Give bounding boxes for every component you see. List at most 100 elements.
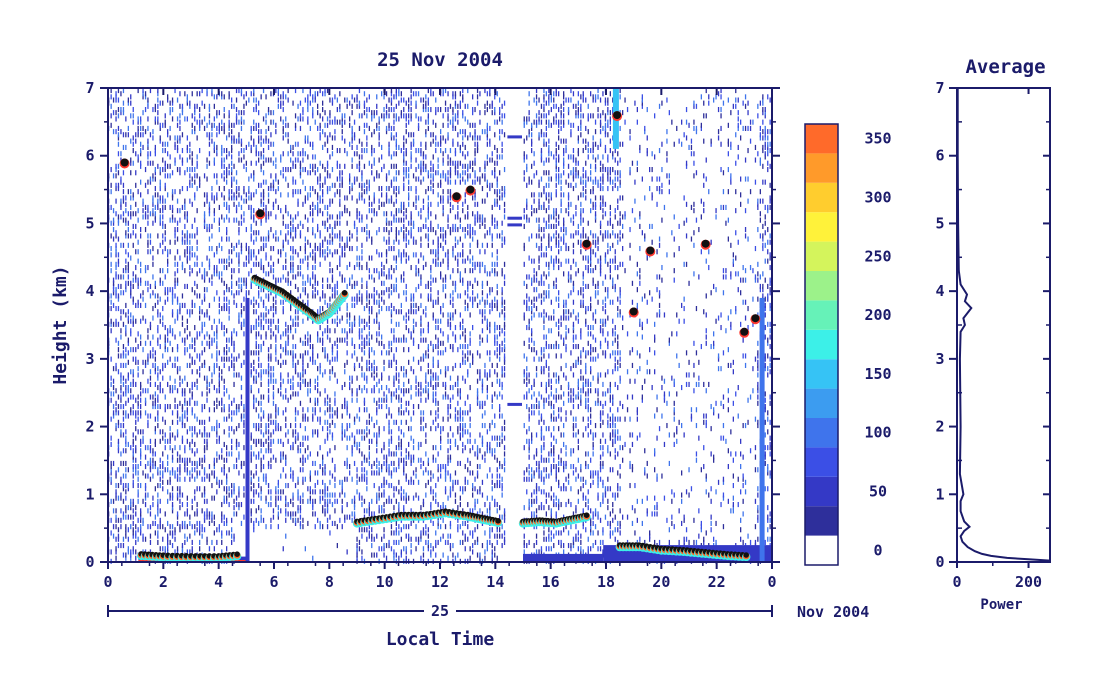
noise-cell xyxy=(258,122,260,128)
noise-cell xyxy=(361,299,363,305)
noise-cell xyxy=(262,265,265,271)
noise-cell xyxy=(366,113,368,119)
noise-cell xyxy=(253,119,255,125)
noise-cell xyxy=(186,438,188,444)
noise-cell xyxy=(378,378,380,384)
noise-cell xyxy=(162,167,164,173)
noise-cell xyxy=(125,473,127,479)
noise-cell xyxy=(189,457,191,463)
noise-cell xyxy=(240,309,243,315)
noise-cell xyxy=(371,470,373,476)
noise-cell xyxy=(255,144,257,150)
noise-cell xyxy=(324,410,326,416)
noise-cell xyxy=(120,214,122,220)
noise-cell xyxy=(282,125,284,131)
noise-cell xyxy=(265,476,267,482)
noise-cell xyxy=(194,290,196,296)
noise-cell xyxy=(216,476,218,482)
noise-cell xyxy=(368,429,370,435)
noise-cell xyxy=(245,100,247,106)
noise-cell xyxy=(267,230,270,236)
noise-cell xyxy=(376,103,378,109)
noise-cell xyxy=(336,309,338,315)
noise-cell xyxy=(194,381,196,387)
noise-cell xyxy=(351,103,353,109)
noise-cell xyxy=(122,381,125,387)
noise-cell xyxy=(216,331,218,337)
noise-cell xyxy=(152,400,154,406)
noise-cell xyxy=(260,265,262,271)
noise-cell xyxy=(299,173,302,179)
noise-cell xyxy=(231,362,233,368)
noise-cell xyxy=(294,214,297,220)
noise-cell xyxy=(388,220,390,226)
noise-cell xyxy=(149,340,152,346)
noise-cell xyxy=(184,410,186,416)
noise-cell xyxy=(312,249,314,255)
noise-cell xyxy=(282,410,284,416)
noise-cell xyxy=(262,88,265,94)
noise-cell xyxy=(208,160,211,166)
noise-cell xyxy=(331,182,334,188)
noise-cell xyxy=(395,91,397,97)
noise-cell xyxy=(304,350,306,356)
noise-cell xyxy=(410,94,412,100)
noise-cell xyxy=(260,296,262,302)
noise-cell xyxy=(199,107,201,113)
noise-cell xyxy=(378,546,380,552)
noise-cell xyxy=(191,182,193,188)
noise-cell xyxy=(137,280,139,286)
noise-cell xyxy=(302,179,304,185)
noise-cell xyxy=(250,372,252,378)
noise-cell xyxy=(260,489,262,495)
noise-cell xyxy=(322,182,324,188)
noise-cell xyxy=(226,489,228,495)
noise-cell xyxy=(292,432,294,438)
noise-cell xyxy=(189,520,191,526)
noise-cell xyxy=(395,375,397,381)
noise-cell xyxy=(297,189,299,195)
noise-cell xyxy=(405,233,407,239)
noise-cell xyxy=(356,163,358,169)
noise-cell xyxy=(398,321,400,327)
noise-cell xyxy=(228,299,230,305)
noise-cell xyxy=(412,340,415,346)
noise-cell xyxy=(152,404,154,410)
noise-cell xyxy=(117,441,120,447)
noise-cell xyxy=(140,302,142,308)
noise-cell xyxy=(137,394,139,400)
noise-cell xyxy=(231,334,233,340)
noise-cell xyxy=(299,423,302,429)
noise-cell xyxy=(385,227,388,233)
noise-cell xyxy=(267,489,270,495)
noise-cell xyxy=(349,375,351,381)
noise-cell xyxy=(326,492,329,498)
noise-cell xyxy=(341,179,343,185)
noise-cell xyxy=(189,271,191,277)
noise-cell xyxy=(378,388,380,394)
noise-cell xyxy=(149,413,152,419)
noise-cell xyxy=(125,328,127,334)
noise-cell xyxy=(231,189,233,195)
noise-cell xyxy=(282,135,284,141)
noise-cell xyxy=(358,495,361,501)
noise-cell xyxy=(196,246,198,252)
noise-cell xyxy=(157,91,159,97)
noise-cell xyxy=(206,157,208,163)
noise-cell xyxy=(398,217,400,223)
noise-cell xyxy=(322,107,324,113)
noise-cell xyxy=(211,517,213,523)
noise-cell xyxy=(378,432,380,438)
noise-cell xyxy=(112,378,115,384)
noise-cell xyxy=(127,220,129,226)
noise-cell xyxy=(184,170,186,176)
noise-cell xyxy=(282,489,284,495)
noise-cell xyxy=(140,517,142,523)
noise-cell xyxy=(164,274,166,280)
noise-cell xyxy=(400,457,402,463)
noise-cell xyxy=(159,125,161,131)
noise-cell xyxy=(115,242,117,248)
noise-cell xyxy=(346,151,348,157)
noise-cell xyxy=(390,179,393,185)
noise-cell xyxy=(412,337,415,343)
